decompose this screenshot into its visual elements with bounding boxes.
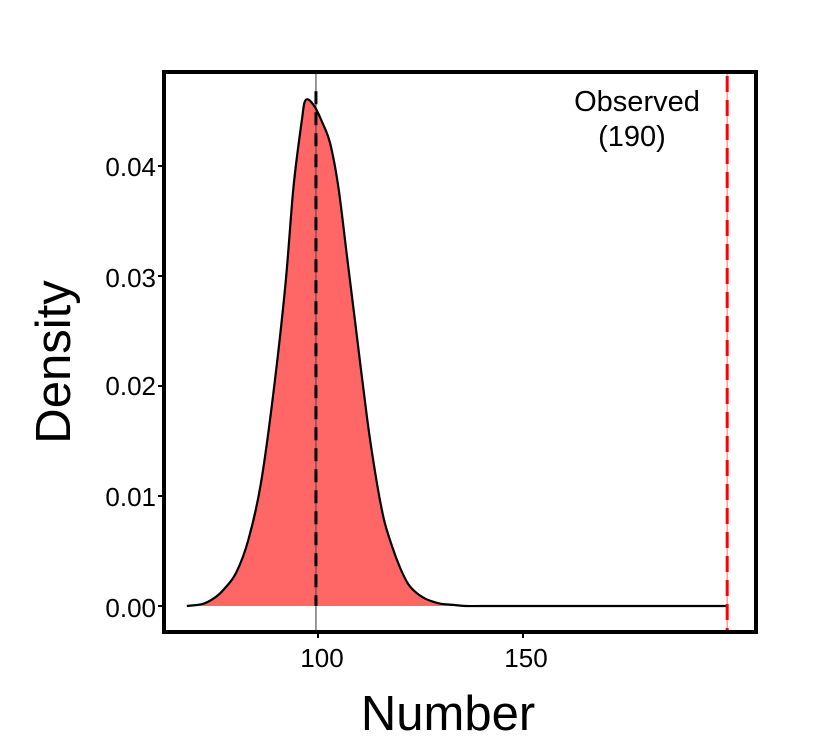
y-tick-label-2: 0.02 (105, 371, 156, 401)
density-outline (186, 98, 728, 608)
y-tick-label-3: 0.03 (105, 263, 156, 293)
x-tick-label-100: 100 (300, 643, 343, 673)
y-axis-title: Density (27, 280, 81, 444)
x-axis-title: Number (361, 687, 535, 741)
observed-label-line1: Observed (574, 86, 700, 118)
plot-border (162, 70, 758, 634)
x-tick-label-150: 150 (504, 643, 547, 673)
observed-label-line2: (190) (598, 121, 666, 153)
y-tick-label-4: 0.04 (105, 152, 156, 182)
plot-area (158, 70, 758, 638)
y-tick-label-0: 0.00 (105, 593, 156, 623)
y-tick-label-1: 0.01 (105, 482, 156, 512)
density-area (186, 99, 729, 607)
